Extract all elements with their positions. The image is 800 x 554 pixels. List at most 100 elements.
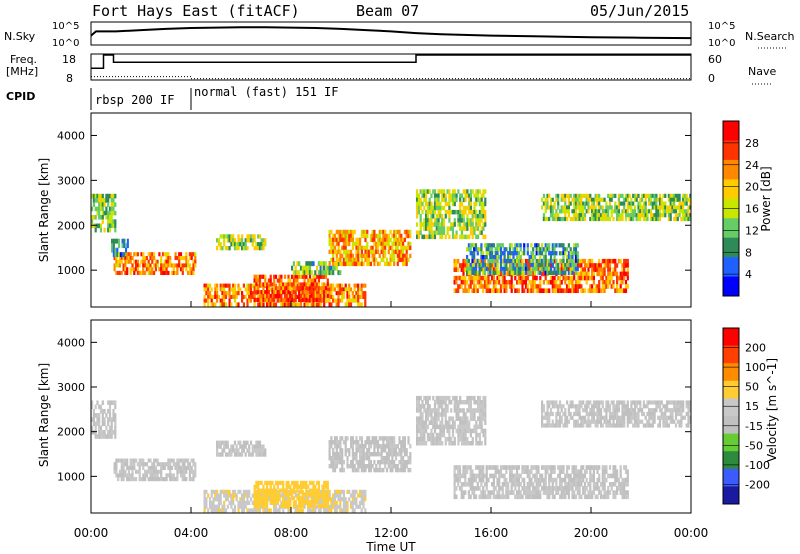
power-cells-cell bbox=[682, 201, 685, 206]
vel-cells-cell bbox=[526, 490, 529, 495]
power-cells-cell bbox=[566, 288, 569, 293]
vel-cells-cell bbox=[248, 493, 251, 498]
power-cells-cell bbox=[333, 233, 337, 239]
vel-cells-cell bbox=[264, 500, 267, 505]
power-cells-cell bbox=[471, 266, 474, 272]
vel-cells-cell bbox=[526, 473, 529, 479]
vel-cells-cell bbox=[113, 469, 116, 474]
vel-cells-cell bbox=[439, 420, 442, 425]
power-cells-cell bbox=[114, 219, 117, 224]
power-cells-cell bbox=[317, 293, 320, 299]
power-cells-cell bbox=[216, 294, 219, 299]
vel-cells-cell bbox=[400, 440, 403, 445]
power-cells-cell bbox=[564, 216, 567, 222]
power-cells-cell bbox=[605, 216, 608, 222]
vel-cells-cell bbox=[203, 500, 206, 505]
power-cells-cell bbox=[528, 258, 531, 264]
vel-cells-cell bbox=[471, 482, 474, 487]
vel-cells-cell bbox=[368, 460, 371, 465]
vel-cells-cell bbox=[160, 473, 163, 478]
power-cells-cell bbox=[599, 275, 603, 281]
power-cells-cell bbox=[483, 280, 487, 285]
power-cells-cell bbox=[499, 243, 503, 248]
vel-cells-cell bbox=[368, 436, 371, 441]
power-cells-cell bbox=[519, 270, 522, 275]
vel-cells-cell bbox=[360, 493, 363, 498]
vel-cells-cell bbox=[326, 508, 329, 513]
power-cells-cell bbox=[282, 286, 285, 291]
power-cells-cell bbox=[578, 216, 581, 222]
vel-cells-cell bbox=[369, 440, 372, 445]
vel-cells-cell bbox=[403, 448, 406, 453]
vel-cells-cell bbox=[473, 400, 476, 405]
power-cells-cell bbox=[437, 189, 440, 194]
power-cells-cell bbox=[328, 241, 331, 247]
power-cells-cell bbox=[610, 271, 613, 277]
power-cells-cell bbox=[546, 280, 549, 285]
vel-cells-cell bbox=[170, 458, 174, 463]
power-cells-cell bbox=[637, 209, 640, 214]
power-cells-cell bbox=[360, 257, 363, 263]
vel-cells-cell bbox=[416, 416, 419, 421]
power-cells-cell bbox=[564, 201, 567, 206]
power-cells-cell bbox=[678, 213, 681, 218]
power-cells-cell bbox=[657, 216, 660, 222]
power-cells-cell bbox=[316, 291, 319, 296]
power-cells-cell bbox=[417, 205, 420, 211]
vel-cells-cell bbox=[482, 432, 485, 438]
power-cells-cell bbox=[505, 266, 508, 272]
vel-cells-cell bbox=[446, 420, 449, 425]
vel-cells-cell bbox=[262, 484, 265, 489]
vel-cells-cell bbox=[105, 434, 108, 439]
power-cells-cell bbox=[492, 263, 495, 268]
power-cells-cell bbox=[477, 197, 480, 203]
power-cells-cell bbox=[108, 206, 112, 212]
vel-cells-cell bbox=[98, 413, 101, 418]
power-cells-cell bbox=[516, 255, 519, 260]
vel-cells-cell bbox=[308, 488, 312, 493]
vel-cells-cell bbox=[492, 473, 495, 479]
power-cells-cell bbox=[360, 245, 363, 251]
vel-cells-cell bbox=[244, 444, 247, 449]
vel-cells-cell bbox=[114, 421, 117, 427]
power-cells-cell bbox=[437, 193, 440, 198]
power-cells-cell bbox=[557, 262, 560, 268]
power-cells-cell bbox=[210, 302, 213, 307]
power-cells-cell bbox=[308, 283, 312, 288]
vel-cells-cell bbox=[460, 424, 464, 430]
power-cells-cell bbox=[203, 287, 206, 292]
power-cells-cell bbox=[335, 298, 338, 303]
power-cells-cell bbox=[585, 280, 588, 285]
power-cells-cell bbox=[323, 290, 326, 295]
power-cells-cell bbox=[301, 282, 304, 287]
vel-cells-cell bbox=[558, 465, 562, 470]
vel-cells-cell bbox=[483, 494, 487, 500]
vel-cells-cell bbox=[172, 462, 175, 467]
power-cells-cell bbox=[355, 241, 358, 247]
vel-cells-cell bbox=[441, 395, 444, 401]
vel-cells-cell bbox=[258, 444, 262, 449]
vel-cells-cell bbox=[471, 412, 474, 417]
vel-cells-cell bbox=[459, 408, 462, 413]
vel-cells-cell bbox=[110, 425, 113, 431]
power-cells-cell bbox=[468, 193, 471, 198]
power-cells-cell bbox=[101, 219, 104, 224]
power-cells-cell bbox=[342, 257, 345, 263]
power-cells-cell bbox=[219, 283, 222, 288]
power-cells-cell bbox=[296, 283, 299, 288]
power-cells-cell bbox=[551, 288, 554, 293]
vel-cells-cell bbox=[419, 395, 422, 401]
power-cells-cell bbox=[380, 245, 383, 251]
power-cells-cell bbox=[473, 258, 476, 264]
power-cells-cell bbox=[576, 205, 579, 210]
vel-cells-cell bbox=[464, 473, 467, 479]
power-cells-cell bbox=[616, 213, 619, 218]
power-cells-cell bbox=[457, 284, 460, 289]
power-cells-cell bbox=[626, 201, 629, 206]
vel-cells-cell bbox=[462, 412, 465, 417]
vel-cells-cell bbox=[249, 497, 253, 502]
power-cells-cell bbox=[542, 263, 545, 268]
power-cells-cell bbox=[459, 201, 462, 207]
power-cells-cell bbox=[417, 209, 420, 215]
power-cells-cell bbox=[644, 193, 647, 198]
